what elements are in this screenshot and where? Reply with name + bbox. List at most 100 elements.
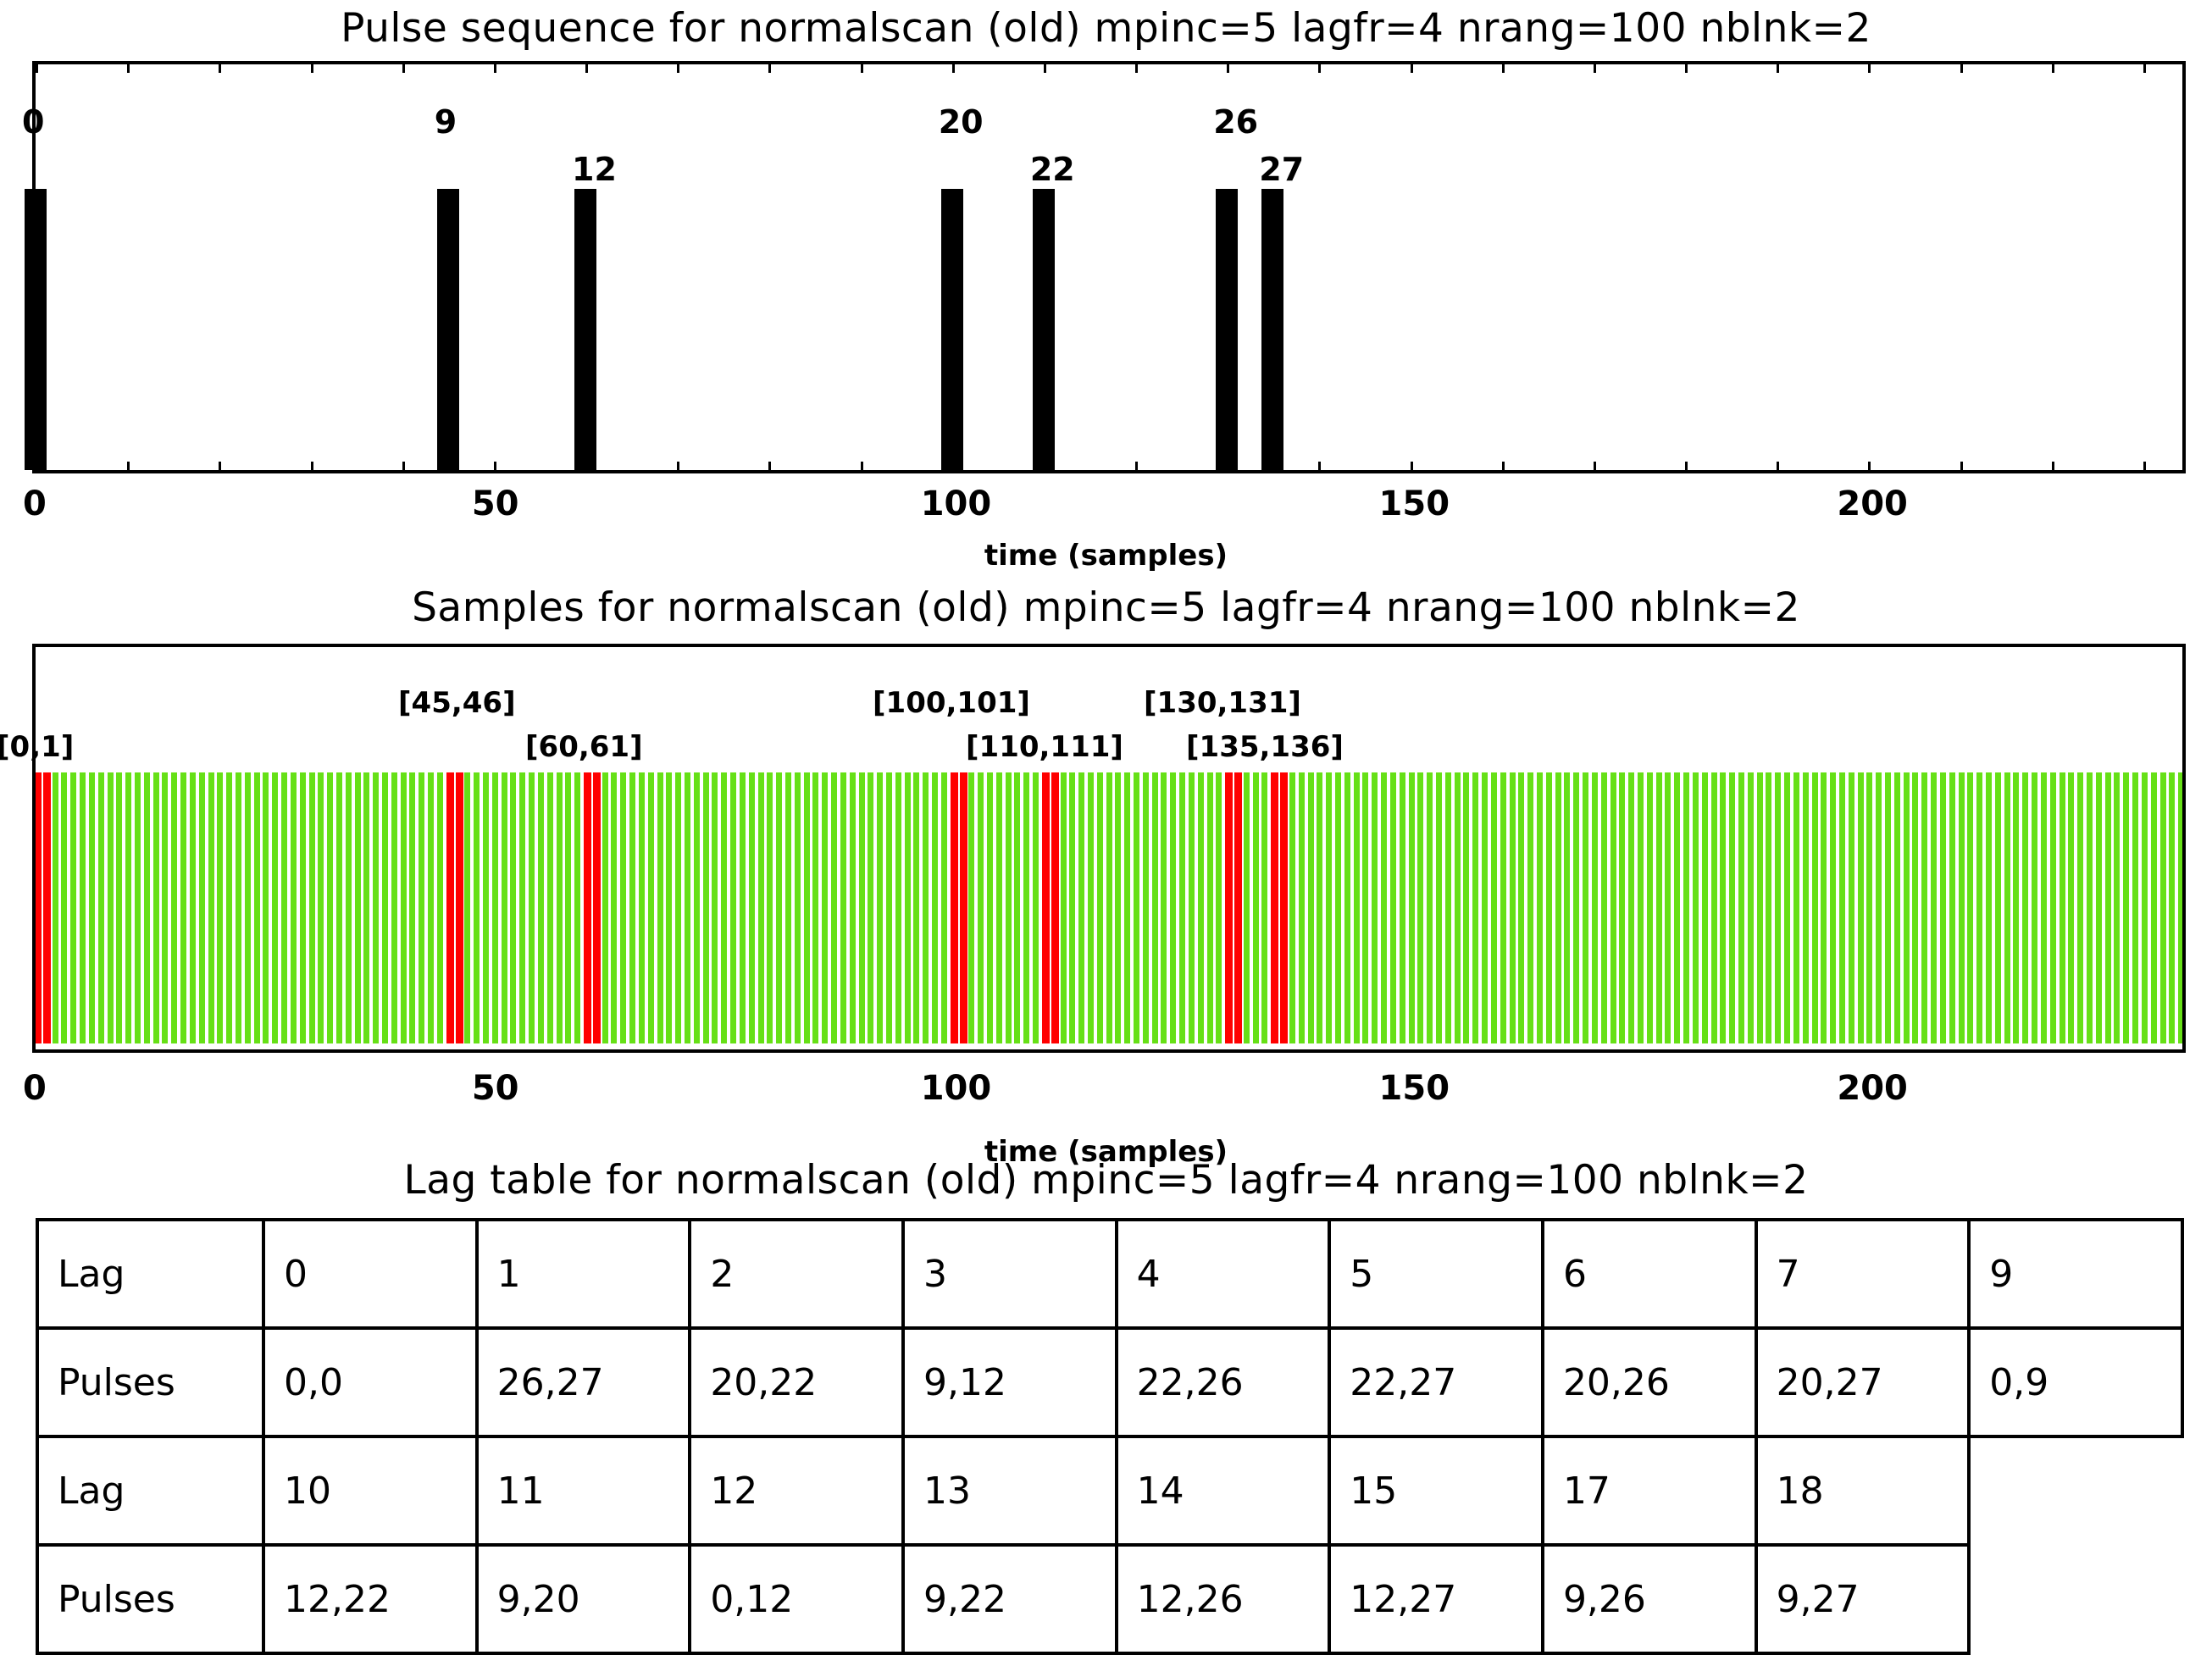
axis-tick	[1868, 64, 1871, 73]
table-cell: 0,12	[688, 1543, 905, 1655]
sample-bar	[1976, 772, 1983, 1043]
axis-tick	[2143, 64, 2146, 73]
axis-tick	[768, 462, 772, 470]
pulse-tick-label: 100	[920, 484, 992, 523]
sample-bar	[1994, 772, 2001, 1043]
table-cell: 6	[1540, 1218, 1758, 1330]
sample-bar	[1591, 772, 1598, 1043]
sample-bar	[794, 772, 801, 1043]
blanked-sample-bar	[1051, 772, 1059, 1043]
table-cell: 22,26	[1114, 1326, 1332, 1438]
sample-bar	[693, 772, 700, 1043]
sample-bar	[272, 772, 279, 1043]
table-cell: 9,12	[901, 1326, 1118, 1438]
sample-bar	[546, 772, 553, 1043]
sample-bar	[1811, 772, 1818, 1043]
sample-bar	[1821, 772, 1827, 1043]
sample-bar	[162, 772, 169, 1043]
sample-bar	[253, 772, 260, 1043]
sample-bar	[1417, 772, 1424, 1043]
sample-bar	[565, 772, 572, 1043]
sample-bar	[986, 772, 993, 1043]
sample-bar	[1344, 772, 1350, 1043]
axis-tick	[1318, 462, 1322, 470]
sample-bar	[877, 772, 884, 1043]
sample-bar	[1509, 772, 1516, 1043]
blanked-sample-bar	[1271, 772, 1279, 1043]
sample-bar	[116, 772, 123, 1043]
sample-bar	[685, 772, 690, 1043]
axis-tick	[1227, 64, 1230, 73]
samples-tick-label: 200	[1837, 1069, 1908, 1108]
pulse-bar	[940, 189, 963, 470]
sample-bar	[290, 772, 297, 1043]
sample-bar	[602, 772, 608, 1043]
sample-bar	[831, 772, 838, 1043]
sample-bar	[1893, 772, 1900, 1043]
table-row-header: Lag	[36, 1218, 265, 1330]
sample-bar	[2132, 772, 2139, 1043]
sample-bar	[638, 772, 645, 1043]
sample-bar	[858, 772, 865, 1043]
axis-tick	[768, 64, 772, 73]
sample-bar	[1436, 772, 1442, 1043]
sample-annotation: [110,111]	[966, 730, 1123, 764]
pulse-bar	[25, 189, 47, 470]
sample-bar	[1838, 772, 1845, 1043]
axis-tick	[2143, 462, 2146, 470]
table-row: Lag 0 1 2 3 4 5 6 7 9	[36, 1218, 2184, 1330]
sample-bar	[1600, 772, 1607, 1043]
axis-tick	[951, 462, 955, 470]
sample-bar	[1610, 772, 1616, 1043]
axis-tick	[585, 64, 589, 73]
pulse-sequence-plot	[25, 61, 2186, 473]
blanked-sample-bar	[950, 772, 958, 1043]
sample-bar	[1023, 772, 1030, 1043]
sample-bar	[1665, 772, 1671, 1043]
axis-tick	[860, 462, 863, 470]
sample-bar	[2087, 772, 2093, 1043]
sample-bar	[647, 772, 654, 1043]
sample-bar	[1958, 772, 1965, 1043]
sample-bar	[2049, 772, 2056, 1043]
table-cell: 9,26	[1540, 1543, 1758, 1655]
sample-bar	[1381, 772, 1388, 1043]
sample-bar	[1427, 772, 1433, 1043]
axis-tick	[310, 462, 313, 470]
sample-bar	[1482, 772, 1489, 1043]
sample-bar	[143, 772, 150, 1043]
sample-bar	[1802, 772, 1809, 1043]
sample-bar	[1289, 772, 1295, 1043]
sample-bar	[657, 772, 663, 1043]
sample-bar	[1912, 772, 1919, 1043]
sample-bar	[1151, 772, 1158, 1043]
pulse-bar-label: 9	[434, 103, 457, 141]
pulse-bar-label: 26	[1213, 103, 1259, 141]
sample-bar	[1756, 772, 1763, 1043]
pulse-bar-label: 12	[572, 151, 617, 188]
axis-tick	[1960, 462, 1963, 470]
table-cell: 1	[474, 1218, 692, 1330]
axis-tick	[1318, 64, 1322, 73]
pulse-bar-label: 20	[938, 103, 984, 141]
sample-bar	[1078, 772, 1085, 1043]
sample-bar	[2077, 772, 2084, 1043]
axis-tick	[1410, 64, 1413, 73]
sample-bar	[2141, 772, 2148, 1043]
axis-tick	[36, 64, 38, 73]
sample-bar	[537, 772, 544, 1043]
axis-tick	[1135, 64, 1139, 73]
sample-bar	[52, 772, 58, 1043]
sample-bar	[1720, 772, 1727, 1043]
sample-bar	[1775, 772, 1782, 1043]
sample-bar	[263, 772, 269, 1043]
sample-bar	[1060, 772, 1067, 1043]
sample-bar	[1747, 772, 1754, 1043]
sample-bar	[1134, 772, 1140, 1043]
pulse-bar	[1216, 189, 1239, 470]
table-cell: 12	[688, 1435, 905, 1547]
sample-bar	[501, 772, 507, 1043]
blanked-sample-bar	[455, 772, 463, 1043]
sample-bar	[97, 772, 104, 1043]
sample-bar	[1646, 772, 1653, 1043]
